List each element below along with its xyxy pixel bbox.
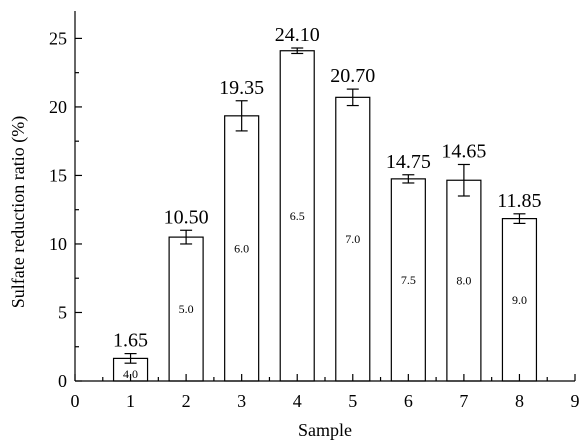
- axes: 0 5 10 15 20 25 0 1 2 3 4 5 6 7 8 9: [49, 11, 580, 411]
- bar-inner-label: 5.0: [179, 302, 194, 316]
- data-label: 24.10: [275, 24, 320, 46]
- x-tick-label: 4: [293, 391, 302, 411]
- x-tick-label: 6: [404, 391, 413, 411]
- bar-inner-label: 7.5: [401, 273, 416, 287]
- x-tick-label: 2: [182, 391, 191, 411]
- bar: [501, 218, 538, 382]
- bar-inner-label: 6.5: [290, 209, 305, 223]
- x-tick-label: 7: [459, 391, 468, 411]
- bar-inner-label: 8.0: [456, 274, 471, 288]
- plot-area: 1.654.010.505.019.356.024.106.520.707.01…: [112, 24, 542, 382]
- bar: [224, 115, 260, 382]
- x-tick-label: 5: [348, 391, 357, 411]
- data-label: 14.65: [441, 140, 486, 162]
- x-tick-label: 9: [571, 391, 580, 411]
- bar-inner-label: 9.0: [512, 293, 527, 307]
- bar: [168, 236, 204, 382]
- data-label: 19.35: [219, 77, 264, 99]
- y-tick-label: 25: [49, 28, 67, 48]
- bar-inner-label: 6.0: [234, 241, 249, 255]
- y-tick-label: 15: [49, 165, 67, 185]
- x-tick-label: 8: [515, 391, 524, 411]
- data-label: 10.50: [164, 206, 209, 228]
- data-label: 1.65: [113, 330, 148, 352]
- y-axis-label: Sulfate reduction ratio (%): [8, 116, 29, 308]
- bar: [446, 179, 482, 382]
- data-label: 20.70: [330, 65, 375, 87]
- data-label: 11.85: [497, 190, 541, 212]
- y-tick-label: 0: [58, 371, 67, 391]
- x-tick-label: 0: [71, 391, 80, 411]
- y-tick-label: 5: [58, 302, 67, 322]
- x-tick-label: 1: [126, 391, 135, 411]
- y-tick-label: 10: [49, 234, 67, 254]
- x-tick-label: 3: [237, 391, 246, 411]
- data-label: 14.75: [386, 151, 431, 173]
- y-tick-label: 20: [49, 97, 67, 117]
- bar-inner-label: 7.0: [345, 232, 360, 246]
- x-axis-label: Sample: [298, 420, 352, 440]
